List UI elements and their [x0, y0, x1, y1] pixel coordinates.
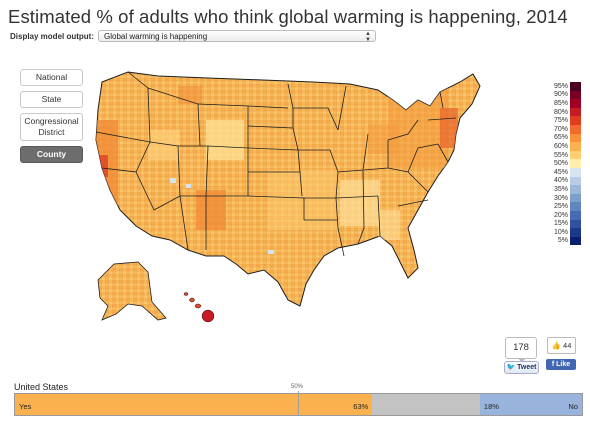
legend-swatch: [570, 142, 581, 151]
like-button[interactable]: f Like: [546, 359, 576, 370]
legend-label: 60%: [553, 142, 568, 150]
national-region-label: United States: [14, 382, 69, 392]
legend-swatch: [570, 219, 581, 229]
legend-swatch: [570, 90, 581, 100]
legend-swatch: [570, 124, 581, 134]
legend-swatch: [570, 99, 581, 108]
legend-label: 15%: [553, 220, 568, 228]
like-count: 👍 44: [547, 337, 576, 354]
legend-row: 70%: [546, 124, 582, 134]
legend-label: 35%: [553, 185, 568, 193]
legend-swatch: [570, 107, 581, 117]
legend-swatch: [570, 167, 581, 177]
legend-label: 40%: [553, 177, 568, 185]
legend-swatch: [570, 228, 581, 237]
legend-label: 20%: [553, 211, 568, 219]
hawaii: [183, 292, 215, 323]
legend-row: 55%: [546, 150, 582, 160]
state-borders: [95, 71, 457, 257]
legend-label: 25%: [553, 203, 568, 211]
legend-swatch: [570, 202, 581, 211]
legend-row: 65%: [546, 133, 582, 143]
tweet-label: Tweet: [517, 364, 537, 371]
legend-swatch: [570, 82, 581, 91]
congressional-district-button[interactable]: Congressional District: [20, 113, 83, 141]
geography-buttons: National State Congressional District Co…: [20, 69, 83, 168]
legend-swatch: [570, 193, 581, 203]
legend-swatch: [570, 236, 581, 246]
legend-row: 95%: [546, 82, 582, 91]
legend-row: 20%: [546, 210, 582, 220]
legend-swatch: [570, 133, 581, 143]
legend-row: 10%: [546, 228, 582, 237]
legend-label: 65%: [553, 134, 568, 142]
unsure-segment: [372, 394, 480, 415]
county-button[interactable]: County: [20, 146, 83, 163]
us-county-map[interactable]: [88, 60, 528, 340]
tweet-count: 178: [505, 337, 537, 363]
twitter-icon: 🐦: [506, 364, 516, 371]
legend-row: 25%: [546, 202, 582, 211]
legend-label: 75%: [553, 117, 568, 125]
legend-label: 10%: [553, 228, 568, 236]
model-output-selector-row: Display model output: Global warming is …: [10, 29, 376, 43]
model-output-label: Display model output:: [10, 31, 94, 41]
legend-row: 5%: [546, 236, 582, 246]
state-button[interactable]: State: [20, 91, 83, 108]
midpoint-tick: [298, 391, 299, 416]
like-count-value: 44: [563, 341, 572, 350]
legend-label: 50%: [553, 160, 568, 168]
legend-row: 30%: [546, 193, 582, 203]
no-label: No: [568, 402, 578, 411]
yes-label: Yes: [19, 402, 32, 411]
legend-label: 30%: [553, 194, 568, 202]
legend-swatch: [570, 159, 581, 168]
legend-swatch: [570, 116, 581, 125]
model-output-value: Global warming is happening: [104, 32, 208, 41]
legend-swatch: [570, 150, 581, 160]
national-opinion-bar: Yes 63% 18% No: [14, 393, 583, 416]
legend-label: 80%: [553, 108, 568, 116]
color-legend: 95% 90% 85% 80% 75% 70% 65% 60% 55% 50% 45% 40% 35% 3…: [546, 82, 582, 246]
legend-row: 80%: [546, 107, 582, 117]
facebook-icon: f: [551, 361, 555, 368]
legend-row: 50%: [546, 159, 582, 168]
legend-swatch: [570, 185, 581, 194]
legend-row: 45%: [546, 167, 582, 177]
legend-label: 70%: [553, 125, 568, 133]
alaska: [97, 261, 167, 321]
legend-label: 5%: [557, 237, 568, 245]
legend-swatch: [570, 210, 581, 220]
legend-swatch: [570, 176, 581, 186]
legend-label: 55%: [553, 151, 568, 159]
legend-row: 15%: [546, 219, 582, 229]
thumbs-up-icon: 👍: [551, 341, 561, 350]
legend-label: 45%: [553, 168, 568, 176]
select-arrows-icon: ▲ ▼: [365, 31, 371, 43]
like-label: Like: [556, 361, 571, 368]
legend-row: 90%: [546, 90, 582, 100]
model-output-select[interactable]: Global warming is happening ▲ ▼: [98, 30, 376, 43]
legend-row: 75%: [546, 116, 582, 125]
no-segment: 18% No: [479, 394, 582, 415]
tweet-button[interactable]: 🐦 Tweet: [504, 361, 539, 374]
legend-label: 90%: [553, 91, 568, 99]
page-title: Estimated % of adults who think global w…: [8, 6, 568, 27]
legend-label: 85%: [553, 99, 568, 107]
yes-segment: Yes 63%: [15, 394, 373, 415]
legend-row: 85%: [546, 99, 582, 108]
midpoint-label: 50%: [291, 384, 304, 390]
yes-percent: 63%: [353, 402, 369, 411]
national-button[interactable]: National: [20, 69, 83, 86]
legend-row: 40%: [546, 176, 582, 186]
no-percent: 18%: [483, 402, 499, 411]
legend-row: 60%: [546, 142, 582, 151]
legend-row: 35%: [546, 185, 582, 194]
legend-label: 95%: [553, 82, 568, 90]
